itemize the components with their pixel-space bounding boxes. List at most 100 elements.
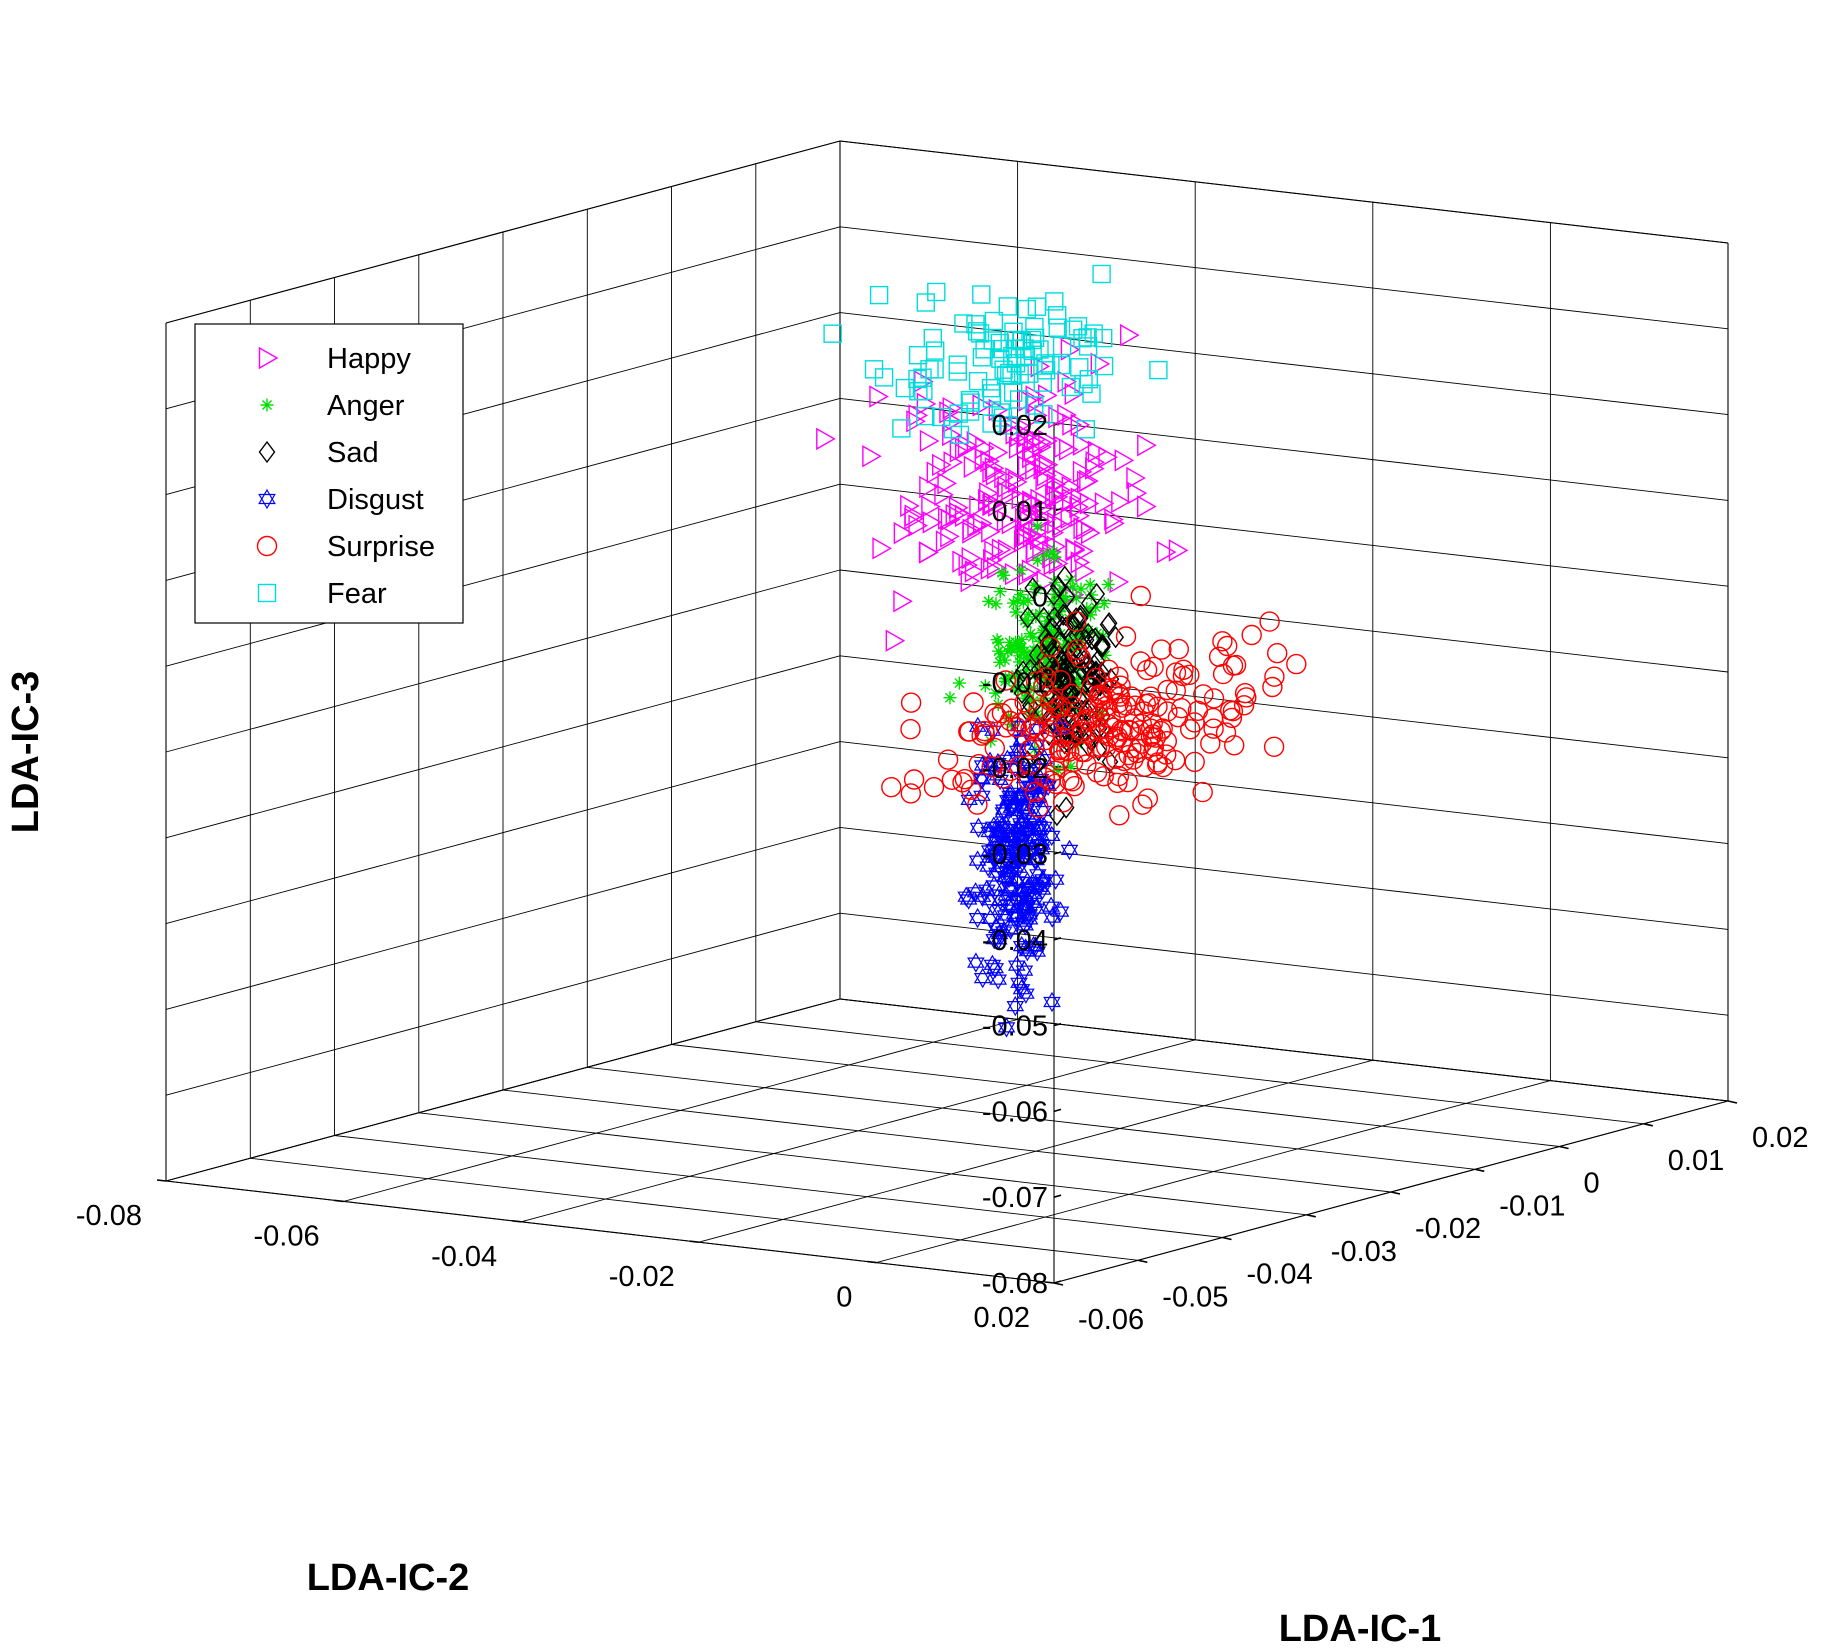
data-point-happy [1156,540,1177,564]
data-point-surprise [1062,771,1083,792]
data-point-anger [1012,655,1026,669]
data-point-surprise [1130,651,1151,672]
data-point-surprise [1179,719,1201,740]
surprise-marker-icon [256,535,278,557]
y-tick-label: -0.02 [609,1261,675,1293]
series-fear [823,264,1168,445]
data-point-happy [1005,467,1025,490]
data-point-sad [1080,592,1098,615]
series-surprise [881,585,1307,826]
data-point-happy [964,560,985,583]
data-point-fear [1041,355,1060,375]
y-tick-label: 0 [836,1282,852,1314]
y-tick-mark [156,1179,167,1182]
data-point-surprise [1130,585,1152,607]
data-point-surprise [1202,707,1224,729]
data-point-disgust [983,954,1002,975]
data-point-anger [1040,659,1054,673]
data-point-happy [974,447,995,471]
data-point-happy [1048,552,1069,575]
data-point-fear [984,311,1004,331]
data-point-happy [1070,413,1091,437]
data-point-anger [1080,601,1094,615]
data-point-disgust [1051,901,1070,922]
data-point-surprise [1140,686,1162,707]
data-point-surprise [1066,639,1088,660]
series-disgust [957,716,1079,1038]
y-tick-label: -0.06 [253,1220,319,1252]
data-point-surprise [1168,638,1190,660]
data-point-anger [1030,583,1044,597]
data-point-happy [932,453,952,477]
data-point-happy [1069,495,1089,519]
data-point-happy [1001,483,1021,506]
grid-line-wall-z [165,826,841,1010]
legend-label: Sad [327,437,379,469]
data-point-happy [1022,490,1042,513]
data-point-happy [1111,490,1131,514]
data-point-disgust [969,817,988,838]
data-point-sad [1090,738,1107,762]
data-point-disgust [999,851,1017,872]
data-point-anger [1010,641,1024,655]
anger-marker-icon [260,398,274,412]
z-tick-label: 0.02 [992,410,1048,442]
data-point-happy [1098,446,1118,469]
data-point-surprise [974,720,995,742]
data-point-surprise [1128,738,1149,759]
data-point-sad [1013,681,1031,705]
data-point-sad [1045,583,1063,607]
data-point-happy [1032,537,1052,560]
legend-label: Fear [327,578,387,610]
legend-item-disgust: Disgust [258,484,424,516]
data-point-disgust [986,958,1005,979]
data-point-anger [1083,577,1097,591]
data-point-surprise [1063,706,1084,727]
data-point-happy [982,493,1002,517]
data-point-disgust [1026,875,1045,896]
data-point-anger [1020,681,1034,695]
data-point-happy [985,463,1006,486]
data-point-fear [960,402,980,421]
data-point-disgust [994,802,1013,823]
data-point-happy [991,538,1012,561]
data-point-sad [1071,607,1089,630]
data-point-anger [1033,634,1047,648]
data-point-fear [943,419,963,439]
data-point-happy [922,511,943,534]
data-point-happy [1036,508,1057,531]
data-point-happy [988,441,1009,464]
data-point-surprise [1115,626,1137,647]
data-point-sad [1019,606,1037,629]
data-point-anger [1013,637,1027,651]
data-point-happy [952,550,972,573]
data-point-happy [1061,475,1082,499]
data-point-disgust [989,822,1007,844]
data-point-surprise [1045,760,1066,781]
z-tick-label: -0.01 [982,667,1048,699]
data-point-happy [1168,539,1189,562]
data-point-surprise [1121,737,1142,759]
data-point-fear [914,381,933,401]
x-tick-mark [1306,1214,1316,1218]
data-point-surprise [1234,683,1256,704]
data-point-disgust [1035,748,1054,770]
data-point-happy [1104,508,1124,531]
data-point-happy [1019,506,1040,529]
data-point-fear [923,328,942,348]
data-point-happy [961,546,982,570]
data-point-happy [906,410,926,433]
data-point-surprise [1131,713,1153,735]
data-point-surprise [959,721,980,742]
data-point-happy [1007,470,1028,494]
data-point-sad [1019,700,1037,723]
happy-marker-icon [258,346,279,370]
grid-line-side-z [839,226,1729,330]
data-point-sad [1043,685,1061,708]
data-point-disgust [1010,972,1028,993]
data-point-disgust [1012,935,1031,957]
data-point-surprise [968,754,989,775]
data-point-anger [1069,663,1083,677]
data-point-fear [1047,306,1067,325]
data-point-sad [1067,607,1085,630]
